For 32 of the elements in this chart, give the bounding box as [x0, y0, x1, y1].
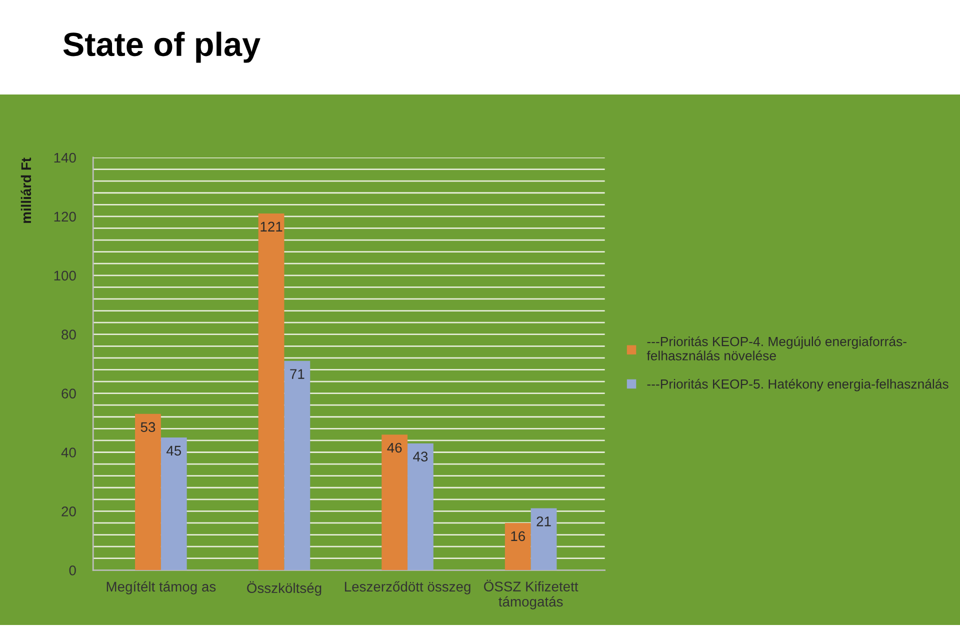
chart-title: State of play — [63, 32, 260, 63]
x-tick-label: ÖSSZ Kifizetett támogatás — [484, 580, 578, 610]
bar — [530, 508, 557, 570]
bar — [160, 438, 187, 570]
x-tick-label: Megítélt támog as — [106, 581, 216, 594]
data-label: 16 — [511, 531, 525, 542]
y-tick-label: 140 — [54, 152, 76, 163]
data-label: 121 — [260, 222, 282, 232]
data-label: 45 — [166, 446, 182, 456]
y-tick-label: 120 — [54, 212, 76, 222]
data-label: 53 — [140, 422, 156, 432]
data-label: 46 — [387, 442, 402, 453]
y-tick-label: 100 — [54, 270, 76, 281]
y-tick-label: 40 — [61, 448, 76, 458]
bar — [408, 443, 434, 570]
legend-label: ---Prioritás KEOP-5. Hatékony energia-felhasználás — [647, 378, 948, 392]
x-tick-label: Leszerződött összeg — [344, 581, 470, 594]
x-tick-label: Összköltség — [247, 581, 322, 596]
bar — [504, 522, 531, 570]
y-tick-label: 80 — [62, 330, 76, 340]
bar — [382, 434, 408, 570]
legend-label: ---Prioritás KEOP-4. Megújuló energiaforrás-felhasználás növelése — [646, 336, 906, 360]
bar — [284, 360, 310, 570]
y-tick-label: 60 — [62, 388, 76, 398]
bar — [258, 214, 284, 570]
data-label: 71 — [290, 369, 304, 379]
bar — [135, 414, 161, 570]
y-tick-label: 20 — [62, 506, 76, 516]
y-tick-label: 0 — [69, 565, 76, 576]
data-label: 21 — [536, 516, 551, 526]
data-label: 43 — [413, 452, 428, 462]
y-axis-title: milliárd Ft — [20, 158, 32, 223]
